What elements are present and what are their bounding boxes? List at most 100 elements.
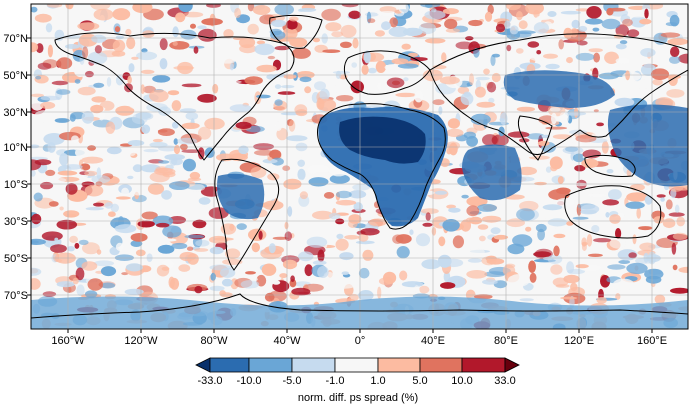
- field-blob: [141, 124, 151, 134]
- field-blob: [499, 118, 505, 122]
- field-blob: [350, 80, 364, 94]
- colorbar-tick-label: 10.0: [451, 375, 472, 387]
- field-blob: [277, 91, 296, 95]
- field-blob: [398, 4, 409, 14]
- field-blob: [486, 81, 497, 93]
- field-blob: [245, 12, 257, 16]
- anomaly-core-africa: [339, 116, 426, 164]
- field-blob: [199, 43, 220, 47]
- field-blob: [414, 91, 424, 103]
- field-blob: [278, 198, 291, 203]
- field-blob: [636, 207, 641, 219]
- field-blob: [626, 192, 648, 202]
- field-blob: [240, 280, 260, 289]
- field-blob: [516, 106, 536, 112]
- field-blob: [411, 252, 418, 262]
- field-blob: [374, 30, 385, 37]
- field-blob: [432, 99, 445, 106]
- field-blob: [607, 264, 626, 270]
- field-blob: [31, 240, 39, 244]
- field-blob: [609, 214, 621, 224]
- field-blob: [194, 248, 209, 252]
- field-blob: [37, 261, 48, 268]
- field-blob: [446, 128, 464, 138]
- field-blob: [585, 18, 603, 25]
- field-blob: [341, 4, 359, 8]
- field-blob: [64, 213, 77, 218]
- field-blob: [495, 23, 506, 33]
- field-blob: [250, 277, 258, 282]
- field-blob: [181, 83, 202, 88]
- field-blob: [639, 18, 652, 25]
- field-blob: [276, 127, 289, 141]
- field-blob: [75, 267, 85, 281]
- field-blob: [132, 164, 143, 173]
- field-blob: [461, 194, 469, 199]
- field-blob: [115, 242, 124, 251]
- field-blob: [534, 181, 547, 186]
- field-blob: [570, 282, 578, 292]
- field-blob: [81, 261, 98, 271]
- field-blob: [545, 63, 560, 70]
- field-blob: [672, 232, 688, 240]
- field-blob: [114, 224, 137, 234]
- field-blob: [90, 4, 111, 11]
- field-blob: [482, 134, 498, 146]
- field-blob: [543, 256, 554, 261]
- coastline-india: [517, 115, 553, 161]
- field-blob: [491, 72, 501, 83]
- field-blob: [493, 234, 509, 240]
- field-blob: [349, 273, 356, 285]
- field-blob: [533, 22, 550, 34]
- field-blob: [121, 272, 129, 276]
- field-blob: [639, 242, 656, 252]
- field-blob: [555, 187, 571, 195]
- field-blob: [125, 28, 132, 36]
- field-blob: [56, 281, 75, 288]
- colorbar-tick-label: 33.0: [494, 375, 515, 387]
- field-blob: [587, 193, 607, 197]
- field-blob: [209, 285, 225, 292]
- field-blob: [472, 107, 478, 114]
- field-blob: [31, 159, 42, 171]
- field-blob: [247, 23, 259, 35]
- field-blob: [74, 64, 87, 77]
- field-blob: [45, 23, 53, 33]
- field-blob: [262, 200, 284, 211]
- field-blob: [336, 95, 354, 102]
- field-blob: [601, 18, 621, 30]
- colorbar-box: [334, 357, 379, 373]
- field-blob: [604, 51, 619, 64]
- field-blob: [348, 190, 367, 199]
- field-blob: [622, 71, 642, 82]
- field-blob: [469, 73, 474, 86]
- field-blob: [56, 57, 73, 70]
- field-blob: [552, 134, 572, 140]
- field-blob: [421, 259, 442, 270]
- field-blob: [114, 222, 120, 227]
- field-blob: [470, 113, 491, 126]
- field-blob: [383, 271, 397, 285]
- field-blob: [605, 212, 610, 218]
- field-blob: [130, 240, 143, 248]
- field-blob: [563, 27, 573, 39]
- field-blob: [267, 156, 273, 161]
- field-blob: [441, 52, 447, 63]
- field-blob: [112, 39, 126, 53]
- field-blob: [418, 22, 437, 35]
- field-blob: [87, 51, 108, 65]
- field-blob: [572, 216, 589, 220]
- field-blob: [575, 134, 597, 143]
- field-blob: [421, 208, 439, 215]
- field-blob: [609, 237, 626, 249]
- field-blob: [479, 235, 486, 242]
- field-blob: [419, 285, 430, 294]
- field-blob: [57, 170, 78, 176]
- field-blob: [614, 97, 635, 107]
- field-blob: [115, 196, 131, 200]
- field-blob: [482, 279, 498, 285]
- field-blob: [161, 190, 173, 200]
- field-blob: [34, 110, 54, 123]
- field-blob: [234, 7, 242, 19]
- field-blob: [189, 171, 201, 180]
